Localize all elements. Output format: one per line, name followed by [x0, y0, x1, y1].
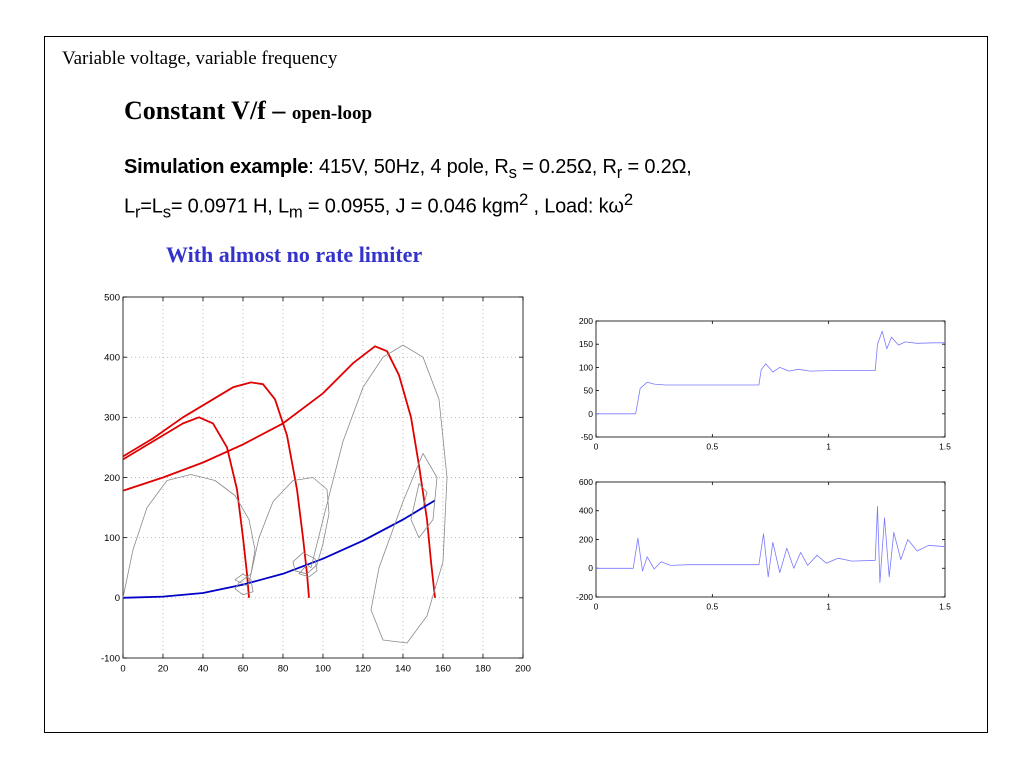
slide-title: Constant V/f – open-loop: [124, 96, 372, 126]
chart-speed-time-ytick-label: 50: [584, 386, 594, 396]
chart-speed-torque-xtick-label: 60: [238, 664, 249, 675]
chart-torque-time-xtick-label: 0.5: [706, 602, 718, 612]
sim-rr-val: = 0.2Ω,: [622, 156, 692, 178]
chart-torque-time-ytick-label: -200: [576, 592, 593, 602]
chart-speed-torque-xtick-label: 140: [395, 664, 411, 675]
sim2-e-sup: 2: [623, 190, 633, 209]
simulation-line-2: Lr=Ls= 0.0971 H, Lm = 0.0955, J = 0.046 …: [124, 190, 633, 223]
chart-speed-torque-series-gray-5: [248, 477, 330, 583]
chart-speed-torque-ytick-label: 400: [104, 352, 120, 363]
sim-line1-rest: : 415V, 50Hz, 4 pole, R: [308, 156, 509, 178]
slide-frame: [44, 36, 988, 733]
chart-torque-time-ytick-label: 400: [579, 506, 593, 516]
chart-torque-time-ytick-label: 200: [579, 534, 593, 544]
chart-speed-time-xtick-label: 1.5: [939, 442, 951, 452]
chart-speed-torque-xtick-label: 100: [315, 664, 331, 675]
chart-speed-torque-xtick-label: 20: [158, 664, 169, 675]
title-small: open-loop: [291, 103, 373, 124]
chart-speed-time-ytick-label: -50: [581, 432, 594, 442]
chart-speed-time-xtick-label: 1: [826, 442, 831, 452]
title-main: Constant V/f –: [124, 96, 286, 125]
chart-speed-torque-xtick-label: 200: [515, 664, 531, 675]
chart-speed-torque-ytick-label: 500: [104, 292, 120, 303]
chart-torque-time-frame: [595, 481, 946, 598]
chart-speed-torque-ytick-label: -100: [101, 653, 120, 664]
chart-speed-torque-xtick-label: 180: [475, 664, 491, 675]
subtitle-rate-limiter: With almost no rate limiter: [166, 242, 423, 267]
chart-speed-time-ytick-label: 0: [588, 409, 593, 419]
chart-torque-time-xtick-label: 1: [826, 602, 831, 612]
chart-torque-time-xtick-label: 1.5: [939, 602, 951, 612]
chart-speed-time-frame: [595, 320, 946, 438]
chart-torque-time-xtick-label: 0: [594, 602, 599, 612]
chart-speed-time-xtick-label: 0: [594, 442, 599, 452]
chart-speed-time-xtick-label: 0.5: [706, 442, 718, 452]
chart-torque-time-ytick-label: 600: [579, 477, 593, 487]
chart-speed-torque-xtick-label: 40: [198, 664, 209, 675]
sim2-c: = 0.0971 H, L: [170, 195, 289, 218]
sim-rs-sub: s: [508, 163, 517, 182]
sim2-b-sub: s: [162, 202, 171, 222]
slide-header: Variable voltage, variable frequency: [62, 48, 338, 69]
chart-speed-time-ytick-label: 150: [579, 339, 593, 349]
chart-speed-torque-series-gray-4: [122, 474, 256, 598]
chart-speed-torque-ytick-label: 0: [115, 593, 120, 604]
simulation-line-1: Simulation example: 415V, 50Hz, 4 pole, …: [124, 156, 692, 183]
chart-speed-torque-ytick-label: 300: [104, 413, 120, 424]
chart-speed-torque-series-gray-6: [310, 344, 448, 644]
sim-rs-val: = 0.25Ω, R: [516, 156, 617, 178]
chart-speed-time-ytick-label: 100: [579, 362, 593, 372]
sim2-e: , Load: kω: [528, 195, 624, 218]
chart-speed-torque-ytick-label: 100: [104, 533, 120, 544]
chart-speed-torque-series-red-2: [122, 345, 436, 598]
sim-rr-sub: r: [616, 163, 623, 182]
sim2-a: L: [124, 195, 135, 218]
chart-speed-torque-xtick-label: 0: [120, 664, 125, 675]
sim2-a-sub: r: [134, 202, 141, 222]
sim-label: Simulation example: [124, 156, 309, 178]
sim2-d: = 0.0955, J = 0.046 kgm: [302, 195, 520, 218]
chart-torque-time-ytick-label: 0: [588, 563, 593, 573]
chart-speed-torque-series-red-0: [122, 416, 250, 598]
chart-speed-torque-ytick-label: 200: [104, 473, 120, 484]
chart-speed-torque-series-red-1: [122, 381, 310, 598]
chart-speed-torque-xtick-label: 120: [355, 664, 371, 675]
chart-speed-time-ytick-label: 200: [579, 316, 593, 326]
chart-speed-torque-series-blue-3: [122, 499, 436, 599]
sim2-b: =L: [140, 195, 163, 218]
sim2-c-sub: m: [288, 202, 303, 222]
sim2-d-sup: 2: [519, 190, 529, 209]
chart-speed-time-series-light_blue-0: [596, 330, 945, 415]
chart-speed-torque-xtick-label: 160: [435, 664, 451, 675]
chart-torque-time-series-light_blue-0: [596, 505, 946, 583]
chart-speed-torque-xtick-label: 80: [278, 664, 289, 675]
